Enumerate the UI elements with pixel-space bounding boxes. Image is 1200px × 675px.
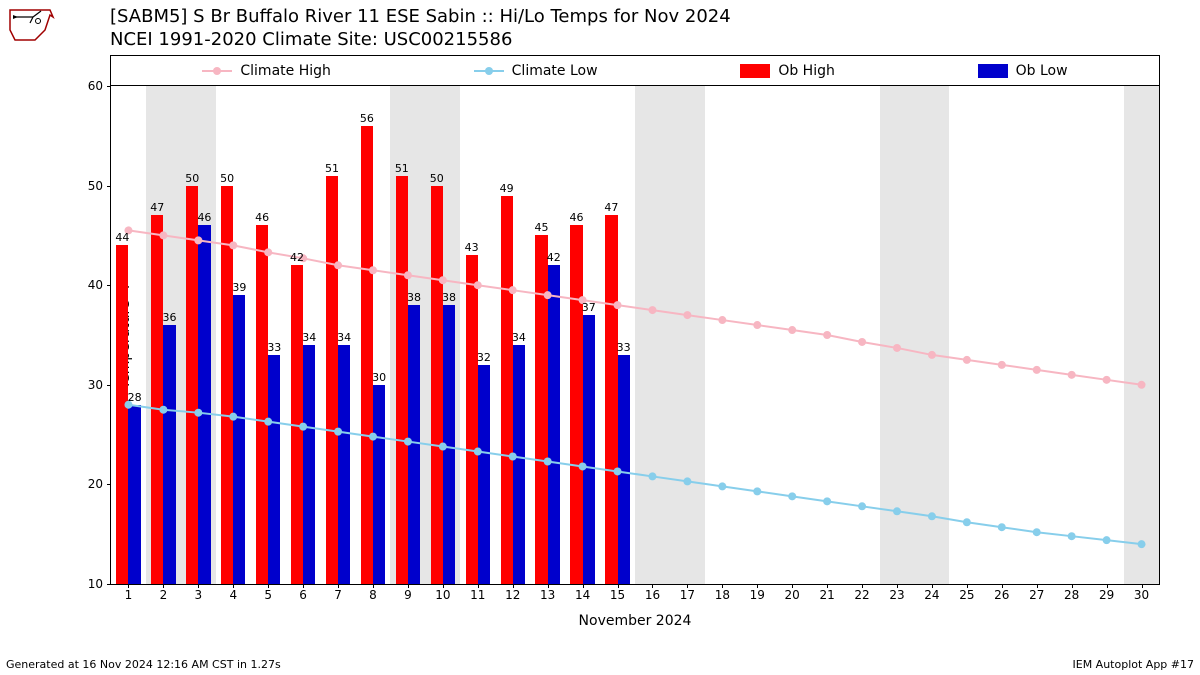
plot-area: Temperature °F November 2024 10203040506… [110,85,1160,585]
legend-label: Climate Low [512,63,598,79]
legend-item: Ob High [740,63,835,79]
legend-label: Ob High [778,63,835,79]
ob-high-bar-label: 44 [115,231,129,244]
x-tick-label: 16 [645,588,660,602]
ob-low-bar-label: 33 [267,341,281,354]
iem-logo [5,5,55,45]
x-tick-label: 20 [785,588,800,602]
x-tick-label: 21 [819,588,834,602]
ob-low-bar-label: 33 [617,341,631,354]
legend-rect-swatch [740,64,770,78]
ob-high-bar-label: 43 [465,241,479,254]
x-tick-label: 15 [610,588,625,602]
ob-high-bar-label: 56 [360,112,374,125]
legend-line-swatch [202,70,232,72]
x-tick-label: 18 [715,588,730,602]
x-tick-label: 10 [435,588,450,602]
x-tick-label: 11 [470,588,485,602]
x-tick-label: 29 [1099,588,1114,602]
ob-low-bar-label: 34 [302,331,316,344]
x-tick-label: 19 [750,588,765,602]
ob-low-bar-label: 28 [128,391,142,404]
ob-high-bar-label: 46 [255,211,269,224]
ob-low-bar-label: 42 [547,251,561,264]
ob-low-bar-label: 38 [407,291,421,304]
y-tick-label: 30 [73,378,103,392]
ob-low-bar-label: 32 [477,351,491,364]
legend-item: Ob Low [978,63,1068,79]
legend-label: Ob Low [1016,63,1068,79]
ob-high-bar-label: 47 [150,201,164,214]
x-tick-label: 25 [959,588,974,602]
legend-rect-swatch [978,64,1008,78]
footer-app: IEM Autoplot App #17 [1073,658,1195,671]
ob-low-bar-label: 39 [232,281,246,294]
ob-high-bar-label: 49 [500,182,514,195]
x-tick-label: 8 [369,588,377,602]
ob-low-bar-label: 30 [372,371,386,384]
x-tick-label: 1 [125,588,133,602]
legend-item: Climate High [202,63,331,79]
x-tick-label: 2 [160,588,168,602]
ob-low-bar-label: 46 [197,211,211,224]
x-tick-label: 24 [924,588,939,602]
ob-low-bar-label: 36 [163,311,177,324]
legend-item: Climate Low [474,63,598,79]
ob-high-bar-label: 50 [220,172,234,185]
x-tick-label: 6 [299,588,307,602]
legend: Climate High Climate Low Ob High Ob Low [110,55,1160,85]
x-tick-label: 13 [540,588,555,602]
x-tick-label: 7 [334,588,342,602]
x-tick-label: 28 [1064,588,1079,602]
legend-line-swatch [474,70,504,72]
ob-high-bar-label: 46 [569,211,583,224]
ob-high-bar-label: 50 [185,172,199,185]
x-axis-label: November 2024 [111,613,1159,629]
ob-high-bar-label: 50 [430,172,444,185]
ob-high-bar-label: 47 [604,201,618,214]
ob-high-bar-label: 51 [325,162,339,175]
line-overlay [111,86,1159,584]
chart-title: [SABM5] S Br Buffalo River 11 ESE Sabin … [110,5,731,52]
x-tick-label: 14 [575,588,590,602]
y-tick-label: 40 [73,278,103,292]
ob-low-bar-label: 34 [512,331,526,344]
y-tick-label: 60 [73,79,103,93]
ob-low-bar-label: 38 [442,291,456,304]
x-tick-label: 26 [994,588,1009,602]
ob-high-bar-label: 45 [535,221,549,234]
ob-high-bar-label: 42 [290,251,304,264]
x-tick-label: 23 [889,588,904,602]
y-tick-label: 20 [73,477,103,491]
x-tick-label: 5 [264,588,272,602]
chart-container: Climate High Climate Low Ob High Ob Low Tem… [60,55,1160,645]
x-tick-label: 22 [854,588,869,602]
x-tick-label: 3 [195,588,203,602]
x-tick-label: 12 [505,588,520,602]
y-tick-label: 10 [73,577,103,591]
title-line-2: NCEI 1991-2020 Climate Site: USC00215586 [110,28,731,51]
ob-high-bar-label: 51 [395,162,409,175]
x-tick-label: 27 [1029,588,1044,602]
x-tick-label: 9 [404,588,412,602]
x-tick-label: 17 [680,588,695,602]
footer-generated: Generated at 16 Nov 2024 12:16 AM CST in… [6,658,281,671]
ob-low-bar-label: 34 [337,331,351,344]
x-tick-label: 30 [1134,588,1149,602]
x-tick-label: 4 [229,588,237,602]
legend-label: Climate High [240,63,331,79]
title-line-1: [SABM5] S Br Buffalo River 11 ESE Sabin … [110,5,731,28]
ob-low-bar-label: 37 [582,301,596,314]
y-tick-label: 50 [73,179,103,193]
